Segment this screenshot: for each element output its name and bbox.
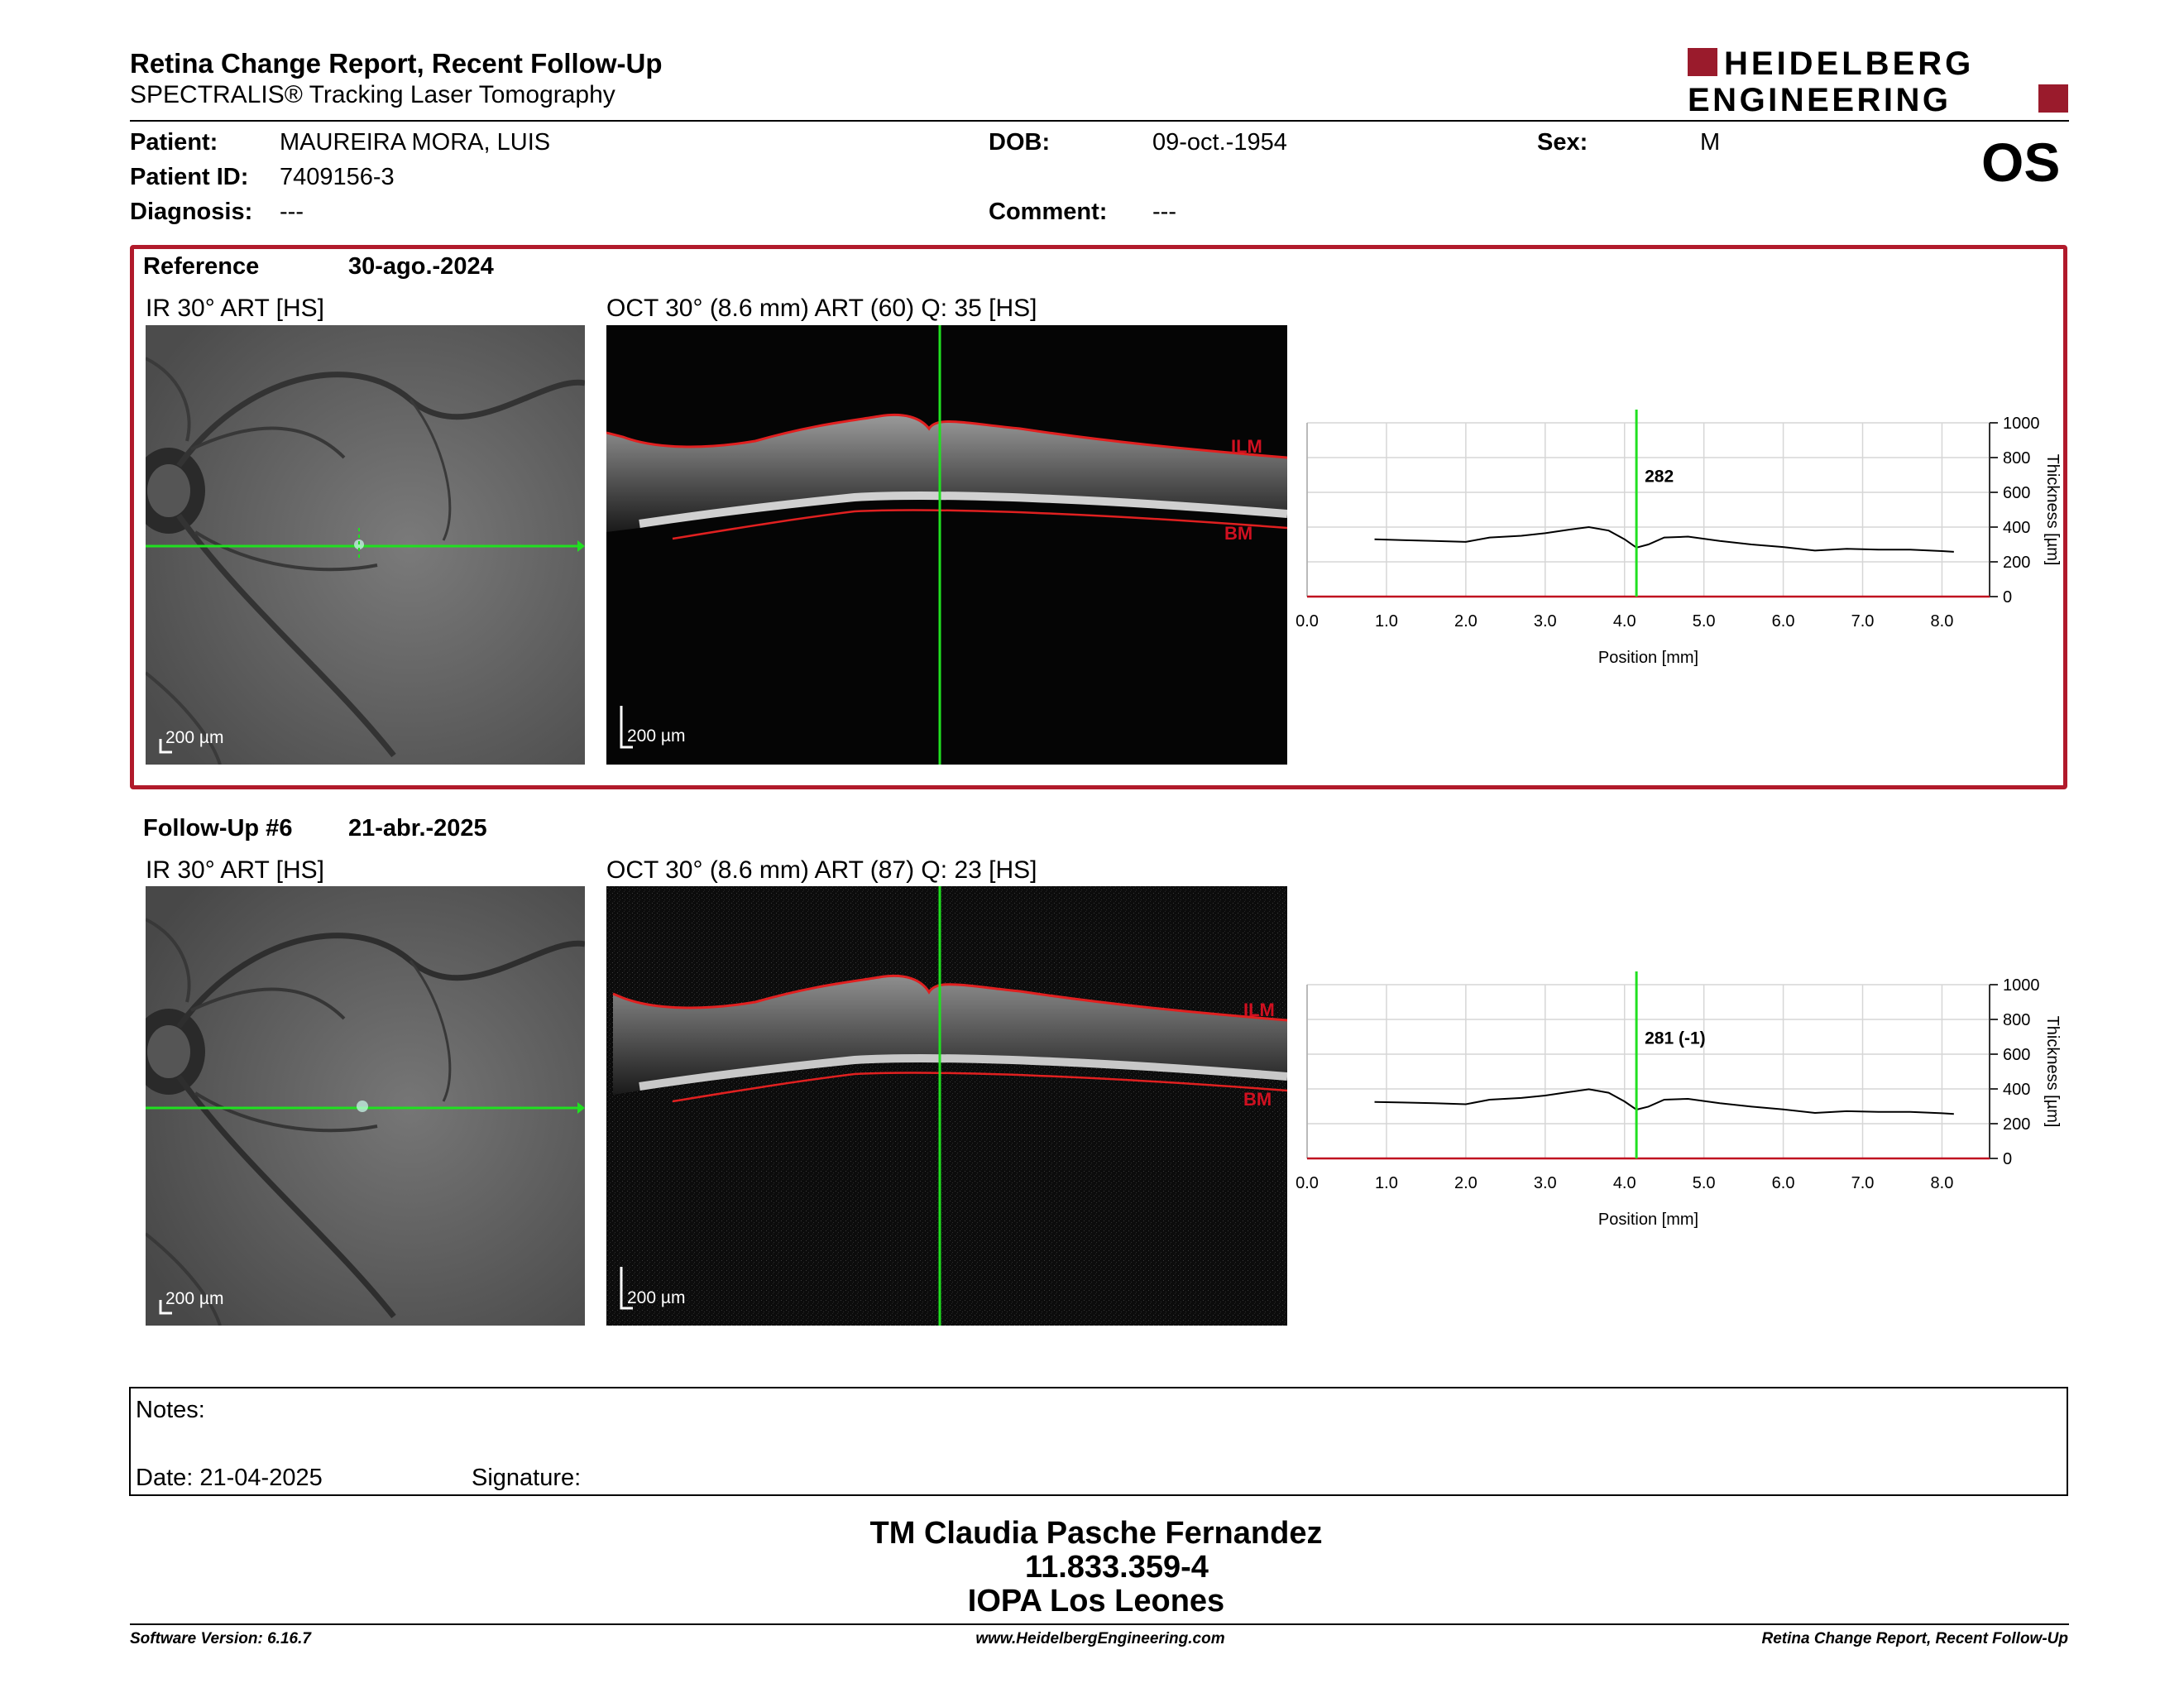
position-marker-label: 282 <box>1645 467 1674 486</box>
x-tick-label: 3.0 <box>1534 1174 1557 1192</box>
y-tick-label: 600 <box>2003 1046 2030 1064</box>
patient-label: Patient: <box>130 129 218 156</box>
patient-name: MAUREIRA MORA, LUIS <box>280 129 551 156</box>
x-tick-label: 3.0 <box>1534 612 1557 631</box>
followup-oct-scale: 200 µm <box>627 1288 686 1307</box>
x-tick-label: 7.0 <box>1851 612 1875 631</box>
footer-report-name: Retina Change Report, Recent Follow-Up <box>1761 1630 2068 1647</box>
y-tick-label: 0 <box>2003 588 2012 607</box>
followup-oct-title: OCT 30° (8.6 mm) ART (87) Q: 23 [HS] <box>606 856 1037 884</box>
reference-date: 30-ago.-2024 <box>348 253 494 280</box>
signature-label: Signature: <box>472 1465 582 1491</box>
notes-date: Date: 21-04-2025 <box>136 1465 323 1491</box>
comment-label: Comment: <box>989 199 1108 225</box>
x-tick-label: 2.0 <box>1454 1174 1478 1192</box>
position-marker-label: 281 (-1) <box>1645 1029 1706 1048</box>
y-tick-label: 1000 <box>2003 415 2040 433</box>
chart-grid <box>1306 984 1990 1159</box>
followup-ir-fundus-image <box>146 886 585 1326</box>
x-tick-label: 5.0 <box>1693 1174 1716 1192</box>
diagnosis-value: --- <box>280 199 304 225</box>
y-tick-label: 800 <box>2003 449 2030 468</box>
signatory-institution: IOPA Los Leones <box>967 1584 1225 1618</box>
dob-label: DOB: <box>989 129 1051 156</box>
footer-divider <box>130 1623 2069 1625</box>
reference-label: Reference <box>143 253 260 280</box>
followup-thickness-chart: 0.0 1.0 2.0 3.0 4.0 5.0 6.0 7.0 8.0 0 200 400 600 800… <box>1296 971 2062 1229</box>
followup-ir-title: IR 30° ART [HS] <box>146 856 324 884</box>
reference-bm-label: BM <box>1224 523 1253 544</box>
x-tick-label: 8.0 <box>1931 1174 1954 1192</box>
x-tick-label: 4.0 <box>1613 612 1636 631</box>
y-axis-label: Thickness [µm] <box>2043 1016 2062 1128</box>
thickness-series-line <box>1374 1088 1954 1115</box>
footer-url: www.HeidelbergEngineering.com <box>975 1630 1225 1647</box>
x-tick-label: 5.0 <box>1693 612 1716 631</box>
x-tick-label: 2.0 <box>1454 612 1478 631</box>
x-tick-label: 6.0 <box>1772 1174 1795 1192</box>
notes-box <box>129 1387 2068 1496</box>
notes-label: Notes: <box>136 1397 205 1423</box>
chart-grid <box>1306 422 1990 597</box>
report-title: Retina Change Report, Recent Follow-Up <box>130 48 663 79</box>
footer-software-version: Software Version: 6.16.7 <box>130 1630 311 1647</box>
comment-value: --- <box>1152 199 1176 225</box>
logo-text-line2: ENGINEERING <box>1688 82 1952 114</box>
x-tick-label: 8.0 <box>1931 612 1954 631</box>
followup-oct-bscan-image <box>606 886 1287 1326</box>
thickness-series-line <box>1374 525 1954 553</box>
reference-ir-scale: 200 µm <box>165 728 224 747</box>
y-tick-label: 1000 <box>2003 976 2040 995</box>
x-tick-label: 7.0 <box>1851 1174 1875 1192</box>
sex-label: Sex: <box>1537 129 1588 156</box>
x-tick-label: 4.0 <box>1613 1174 1636 1192</box>
x-tick-label: 0.0 <box>1296 612 1319 631</box>
y-tick-label: 600 <box>2003 484 2030 502</box>
x-tick-label: 1.0 <box>1375 612 1398 631</box>
reference-panel <box>130 245 2067 789</box>
x-axis-label: Position [mm] <box>1598 649 1698 667</box>
logo-text-line1: HEIDELBERG <box>1724 46 1974 82</box>
followup-ilm-label: ILM <box>1243 1000 1275 1020</box>
followup-label: Follow-Up #6 <box>143 815 293 842</box>
patient-id-label: Patient ID: <box>130 164 249 190</box>
header-divider <box>130 120 2069 122</box>
x-axis-label: Position [mm] <box>1598 1211 1698 1229</box>
patient-id: 7409156-3 <box>280 164 395 190</box>
reference-oct-bscan-image <box>606 325 1287 765</box>
diagnosis-label: Diagnosis: <box>130 199 253 225</box>
reference-thickness-chart: 0.0 1.0 2.0 3.0 4.0 5.0 6.0 7.0 8.0 0 200 400 600 800… <box>1296 410 2062 667</box>
reference-oct-title: OCT 30° (8.6 mm) ART (60) Q: 35 [HS] <box>606 295 1037 322</box>
report-subtitle: SPECTRALIS® Tracking Laser Tomography <box>130 81 615 108</box>
x-tick-label: 1.0 <box>1375 1174 1398 1192</box>
signatory-name: TM Claudia Pasche Fernandez <box>869 1516 1323 1551</box>
y-tick-label: 800 <box>2003 1011 2030 1029</box>
x-tick-label: 0.0 <box>1296 1174 1319 1192</box>
y-tick-label: 0 <box>2003 1150 2012 1168</box>
reference-oct-scale: 200 µm <box>627 727 686 746</box>
x-tick-label: 6.0 <box>1772 612 1795 631</box>
sex-value: M <box>1700 129 1721 156</box>
heidelberg-logo: HEIDELBERG ENGINEERING <box>1688 46 2068 114</box>
y-axis-label: Thickness [µm] <box>2043 454 2062 566</box>
reference-ir-fundus-image <box>146 325 585 765</box>
y-tick-label: 200 <box>2003 1115 2030 1134</box>
eye-indicator: OS <box>1981 132 2061 193</box>
followup-date: 21-abr.-2025 <box>348 815 487 842</box>
y-tick-label: 400 <box>2003 519 2030 537</box>
y-tick-label: 200 <box>2003 554 2030 572</box>
reference-ilm-label: ILM <box>1231 436 1262 457</box>
followup-bm-label: BM <box>1243 1089 1272 1110</box>
y-tick-label: 400 <box>2003 1081 2030 1099</box>
reference-ir-title: IR 30° ART [HS] <box>146 295 324 322</box>
signatory-id: 11.833.359-4 <box>1025 1550 1209 1585</box>
followup-ir-scale: 200 µm <box>165 1289 224 1308</box>
dob-value: 09-oct.-1954 <box>1152 129 1287 156</box>
